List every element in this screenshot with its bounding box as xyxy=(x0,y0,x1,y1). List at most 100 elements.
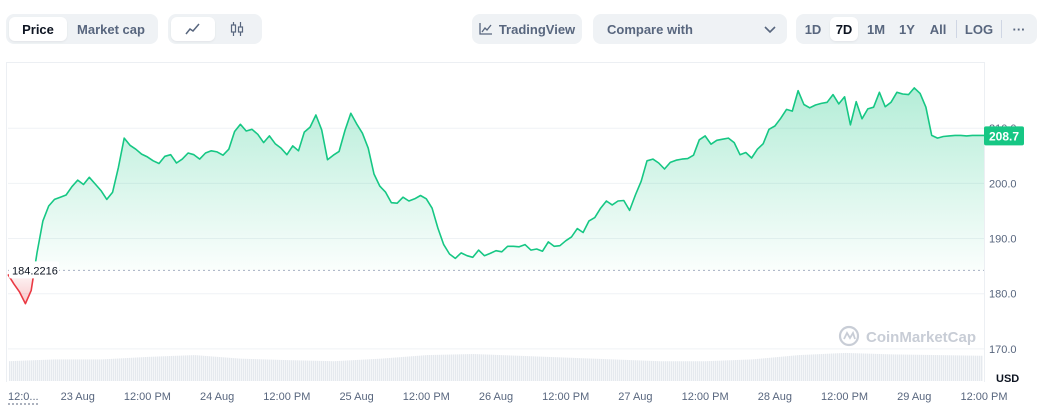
volume-bar xyxy=(975,355,977,381)
more-options-button[interactable]: ··· xyxy=(1012,21,1026,37)
volume-bar xyxy=(249,358,251,381)
volume-bar xyxy=(981,355,983,381)
volume-bar xyxy=(347,360,349,381)
volume-bar xyxy=(845,352,847,381)
volume-bar xyxy=(447,354,449,381)
volume-bar xyxy=(963,355,965,381)
y-tick-label: 190.0 xyxy=(989,234,1017,246)
volume-bar xyxy=(67,359,69,381)
tradingview-label: TradingView xyxy=(498,21,576,37)
volume-bar xyxy=(755,359,757,381)
volume-bar xyxy=(349,360,351,381)
volume-bar xyxy=(799,355,801,381)
volume-bar xyxy=(643,360,645,381)
volume-bar xyxy=(271,359,273,381)
volume-bar xyxy=(701,361,703,381)
volume-bar xyxy=(791,355,793,381)
volume-bar xyxy=(725,360,727,381)
x-tick-label: 12:00 PM xyxy=(542,391,589,403)
volume-bar xyxy=(783,356,785,381)
volume-bar xyxy=(929,354,931,381)
volume-bar xyxy=(849,353,851,381)
volume-bar xyxy=(233,358,235,381)
x-tick-label: 12:00 PM xyxy=(263,391,310,403)
range-1m[interactable]: 1M xyxy=(866,21,886,37)
volume-bar xyxy=(359,359,361,381)
volume-bar xyxy=(597,358,599,381)
volume-bar xyxy=(553,357,555,381)
volume-bar xyxy=(93,359,95,381)
volume-bar xyxy=(79,359,81,381)
volume-bar xyxy=(337,361,339,381)
volume-bar xyxy=(319,360,321,381)
volume-bar xyxy=(489,354,491,381)
line-chart-button[interactable] xyxy=(171,17,215,41)
volume-bar xyxy=(35,360,37,381)
volume-bar xyxy=(817,354,819,381)
volume-bar xyxy=(283,360,285,381)
range-log[interactable]: LOG xyxy=(964,21,994,37)
volume-bar xyxy=(871,353,873,381)
volume-bar xyxy=(515,355,517,381)
volume-bar xyxy=(555,357,557,381)
range-1d[interactable]: 1D xyxy=(804,21,822,37)
volume-bar xyxy=(657,361,659,381)
volume-bar xyxy=(189,355,191,381)
volume-bar xyxy=(771,357,773,381)
volume-bar xyxy=(441,354,443,381)
volume-bar xyxy=(605,359,607,381)
volume-bar xyxy=(21,360,23,381)
volume-bar xyxy=(571,357,573,381)
volume-bar xyxy=(957,355,959,381)
volume-bar xyxy=(895,354,897,381)
volume-bar xyxy=(739,359,741,381)
volume-bar xyxy=(221,357,223,381)
candlestick-button[interactable] xyxy=(215,17,259,41)
volume-bar xyxy=(625,359,627,381)
volume-bar xyxy=(395,357,397,381)
volume-bar xyxy=(29,360,31,381)
volume-bar xyxy=(591,358,593,381)
volume-bar xyxy=(163,356,165,381)
volume-bar xyxy=(149,356,151,381)
line-chart-icon xyxy=(185,23,200,35)
volume-bar xyxy=(495,354,497,381)
volume-bar xyxy=(327,361,329,381)
volume-bar xyxy=(575,357,577,381)
volume-bar xyxy=(293,360,295,381)
volume-bar xyxy=(809,354,811,381)
tab-price[interactable]: Price xyxy=(9,17,67,41)
volume-bar xyxy=(967,355,969,381)
volume-bar xyxy=(417,355,419,381)
volume-bar xyxy=(585,358,587,381)
volume-bar xyxy=(583,358,585,381)
volume-bar xyxy=(433,354,435,381)
volume-bar xyxy=(13,361,15,381)
volume-bar xyxy=(37,360,39,381)
volume-bar xyxy=(869,353,871,381)
price-area-up xyxy=(34,87,985,271)
tab-market-cap[interactable]: Market cap xyxy=(77,21,145,37)
range-1y[interactable]: 1Y xyxy=(899,21,915,37)
volume-bar xyxy=(713,360,715,381)
volume-bar xyxy=(623,359,625,381)
volume-bar xyxy=(793,355,795,381)
volume-bar xyxy=(609,359,611,381)
volume-bar xyxy=(445,354,447,381)
volume-bar xyxy=(491,354,493,381)
volume-bar xyxy=(951,355,953,381)
compare-with-select[interactable]: Compare with xyxy=(593,14,787,44)
volume-bar xyxy=(769,357,771,381)
volume-bar xyxy=(171,355,173,381)
volume-bar xyxy=(159,356,161,381)
volume-bar xyxy=(181,355,183,381)
volume-bar xyxy=(925,354,927,381)
range-all[interactable]: All xyxy=(929,21,947,37)
tradingview-button[interactable]: TradingView xyxy=(472,14,582,44)
volume-bar xyxy=(467,354,469,381)
volume-bar xyxy=(107,359,109,381)
range-7d[interactable]: 7D xyxy=(830,17,858,41)
volume-bar xyxy=(557,357,559,381)
volume-bar xyxy=(479,354,481,381)
